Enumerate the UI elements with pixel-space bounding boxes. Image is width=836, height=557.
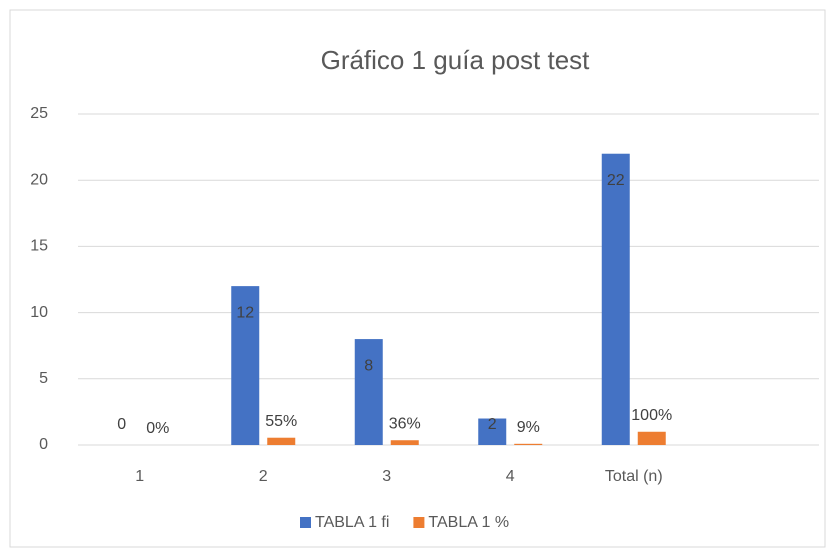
bar <box>637 431 666 445</box>
x-tick-label: 4 <box>506 468 515 485</box>
chart-title: Gráfico 1 guía post test <box>321 45 591 75</box>
data-label: 2 <box>488 416 497 433</box>
y-tick-label: 5 <box>39 370 48 387</box>
y-tick-label: 20 <box>30 171 48 188</box>
data-label: 12 <box>236 304 254 321</box>
legend-label: TABLA 1 fi <box>315 514 389 531</box>
x-tick-label: Total (n) <box>605 468 663 485</box>
chart-border <box>9 9 826 548</box>
bar <box>514 443 543 445</box>
bar <box>478 418 507 445</box>
y-tick-label: 25 <box>30 105 48 122</box>
legend-label: TABLA 1 % <box>428 514 509 531</box>
data-label: 36% <box>389 415 421 432</box>
bar <box>390 440 419 445</box>
data-label: 9% <box>517 419 540 436</box>
x-tick-label: 1 <box>135 468 144 485</box>
bar <box>354 339 383 445</box>
x-tick-label: 2 <box>259 468 268 485</box>
x-tick-label: 3 <box>382 468 391 485</box>
bar <box>601 153 630 445</box>
data-label: 55% <box>265 413 297 430</box>
data-label: 22 <box>607 172 625 189</box>
bar <box>231 286 260 445</box>
y-tick-label: 10 <box>30 304 48 321</box>
y-tick-label: 15 <box>30 238 48 255</box>
y-tick-label: 0 <box>39 436 48 453</box>
legend-swatch <box>413 517 425 528</box>
data-label: 0% <box>146 420 169 437</box>
data-label: 8 <box>364 357 373 374</box>
bar <box>267 437 296 445</box>
data-label: 0 <box>117 416 126 433</box>
data-label: 100% <box>631 407 672 424</box>
legend-swatch <box>300 517 311 528</box>
